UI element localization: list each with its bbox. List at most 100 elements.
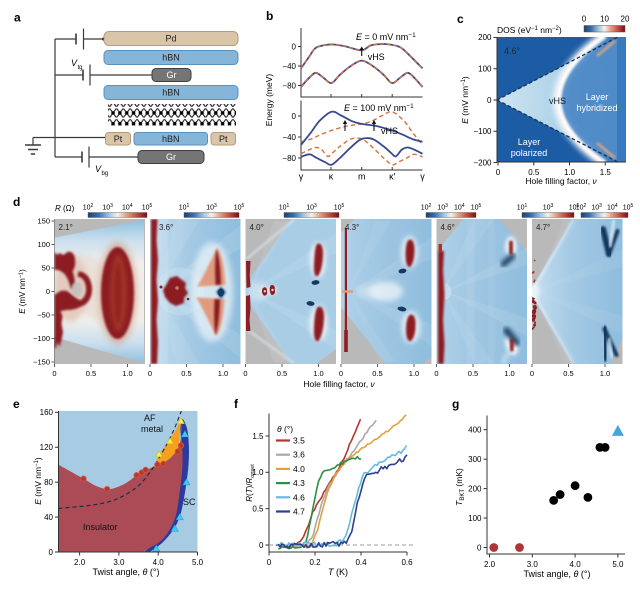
svg-text:101: 101 [279, 203, 290, 211]
svg-text:E (mV nm−1): E (mV nm−1) [460, 76, 470, 124]
svg-text:−100: −100 [33, 334, 50, 343]
svg-text:Layer: Layer [586, 92, 609, 102]
svg-text:100: 100 [468, 514, 482, 523]
svg-text:γ: γ [420, 172, 425, 182]
svg-text:103: 103 [591, 203, 602, 211]
svg-text:0: 0 [267, 558, 272, 567]
svg-text:103: 103 [543, 203, 554, 211]
svg-text:300: 300 [468, 455, 482, 464]
svg-text:4.0°: 4.0° [250, 223, 264, 232]
svg-text:1.0: 1.0 [564, 168, 576, 177]
svg-text:hybridized: hybridized [576, 103, 617, 113]
svg-text:0.5: 0.5 [563, 369, 573, 378]
svg-text:0: 0 [496, 168, 501, 177]
svg-text:0.2: 0.2 [309, 558, 321, 567]
svg-text:−80: −80 [282, 81, 296, 90]
svg-text:−200: −200 [473, 158, 492, 167]
svg-text:0: 0 [292, 42, 297, 51]
svg-text:5.0: 5.0 [612, 560, 624, 569]
svg-text:vHS: vHS [549, 96, 566, 106]
svg-text:E (mV nm−1): E (mV nm−1) [18, 269, 27, 314]
svg-text:c: c [457, 12, 464, 26]
svg-text:−100: −100 [473, 127, 492, 136]
svg-text:Pt: Pt [114, 134, 123, 144]
svg-text:103: 103 [306, 203, 317, 211]
svg-text:R(T)/Ronset: R(T)/Ronset [245, 464, 256, 502]
svg-text:−150: −150 [33, 358, 50, 367]
svg-text:0: 0 [46, 287, 50, 296]
svg-text:Hole filling factor, ν: Hole filling factor, ν [303, 379, 375, 389]
svg-text:AF: AF [144, 413, 156, 423]
svg-text:E = 100 mV nm−1: E = 100 mV nm−1 [344, 103, 414, 113]
svg-text:10: 10 [600, 15, 609, 24]
svg-text:4.6°: 4.6° [441, 223, 455, 232]
svg-text:50: 50 [42, 264, 50, 273]
svg-text:103: 103 [437, 203, 448, 211]
svg-text:a: a [14, 11, 21, 25]
svg-text:104: 104 [454, 203, 465, 211]
svg-text:E = 0 mV nm−1: E = 0 mV nm−1 [356, 32, 416, 42]
svg-text:0: 0 [52, 369, 56, 378]
svg-text:104: 104 [122, 203, 133, 211]
svg-text:Insulator: Insulator [83, 522, 118, 532]
svg-text:104: 104 [607, 203, 618, 211]
svg-text:1.0: 1.0 [409, 369, 419, 378]
svg-text:105: 105 [334, 203, 345, 211]
svg-text:103: 103 [206, 203, 217, 211]
svg-text:f: f [234, 397, 239, 411]
svg-text:polarized: polarized [511, 148, 548, 158]
svg-text:1.0: 1.0 [504, 369, 514, 378]
svg-text:102: 102 [83, 203, 94, 211]
svg-text:0.5: 0.5 [86, 369, 96, 378]
svg-text:4.6: 4.6 [293, 492, 305, 502]
svg-text:160: 160 [40, 408, 54, 417]
svg-text:Twist angle, θ (°): Twist angle, θ (°) [92, 567, 159, 577]
svg-text:0.5: 0.5 [277, 369, 287, 378]
svg-text:−40: −40 [282, 62, 296, 71]
svg-text:0: 0 [582, 15, 587, 24]
svg-text:V: V [95, 164, 102, 174]
svg-text:0.5: 0.5 [252, 504, 264, 513]
svg-text:0: 0 [477, 543, 482, 552]
svg-text:105: 105 [623, 203, 634, 211]
svg-text:4.7°: 4.7° [536, 223, 550, 232]
svg-text:0: 0 [148, 369, 152, 378]
svg-text:T (K): T (K) [328, 567, 348, 577]
svg-text:102: 102 [421, 203, 432, 211]
svg-text:R (Ω): R (Ω) [55, 204, 75, 213]
svg-text:103: 103 [102, 203, 113, 211]
svg-text:−50: −50 [37, 311, 50, 320]
svg-text:γ: γ [299, 172, 304, 182]
svg-text:Energy (meV): Energy (meV) [264, 74, 274, 127]
svg-text:2.0: 2.0 [74, 558, 86, 567]
svg-text:1.0: 1.0 [122, 369, 132, 378]
svg-text:0.5: 0.5 [372, 369, 382, 378]
svg-text:3.0: 3.0 [527, 560, 539, 569]
svg-text:E (mV nm−1): E (mV nm−1) [33, 457, 43, 505]
svg-text:2.1°: 2.1° [59, 223, 73, 232]
svg-text:4.0: 4.0 [570, 560, 582, 569]
svg-text:0: 0 [530, 369, 534, 378]
svg-text:3.6°: 3.6° [159, 223, 173, 232]
svg-text:vHS: vHS [381, 126, 398, 136]
svg-text:Pd: Pd [165, 34, 176, 44]
svg-text:e: e [13, 397, 20, 411]
svg-text:κ′: κ′ [389, 172, 396, 182]
svg-text:0.6: 0.6 [401, 558, 413, 567]
svg-text:bg: bg [102, 171, 109, 177]
svg-text:1.0: 1.0 [600, 369, 610, 378]
svg-text:−40: −40 [282, 133, 296, 142]
svg-text:105: 105 [234, 203, 245, 211]
svg-text:3.5: 3.5 [293, 436, 305, 446]
svg-text:3.6: 3.6 [293, 450, 305, 460]
svg-text:120: 120 [40, 443, 54, 452]
svg-text:Layer: Layer [518, 137, 541, 147]
svg-text:4.0: 4.0 [293, 464, 305, 474]
svg-text:Hole filling factor, ν: Hole filling factor, ν [525, 176, 597, 186]
svg-text:metal: metal [141, 424, 163, 434]
svg-text:1.0: 1.0 [218, 369, 228, 378]
svg-text:400: 400 [468, 426, 482, 435]
svg-text:200: 200 [468, 484, 482, 493]
svg-text:d: d [13, 195, 20, 209]
svg-text:b: b [266, 9, 273, 23]
